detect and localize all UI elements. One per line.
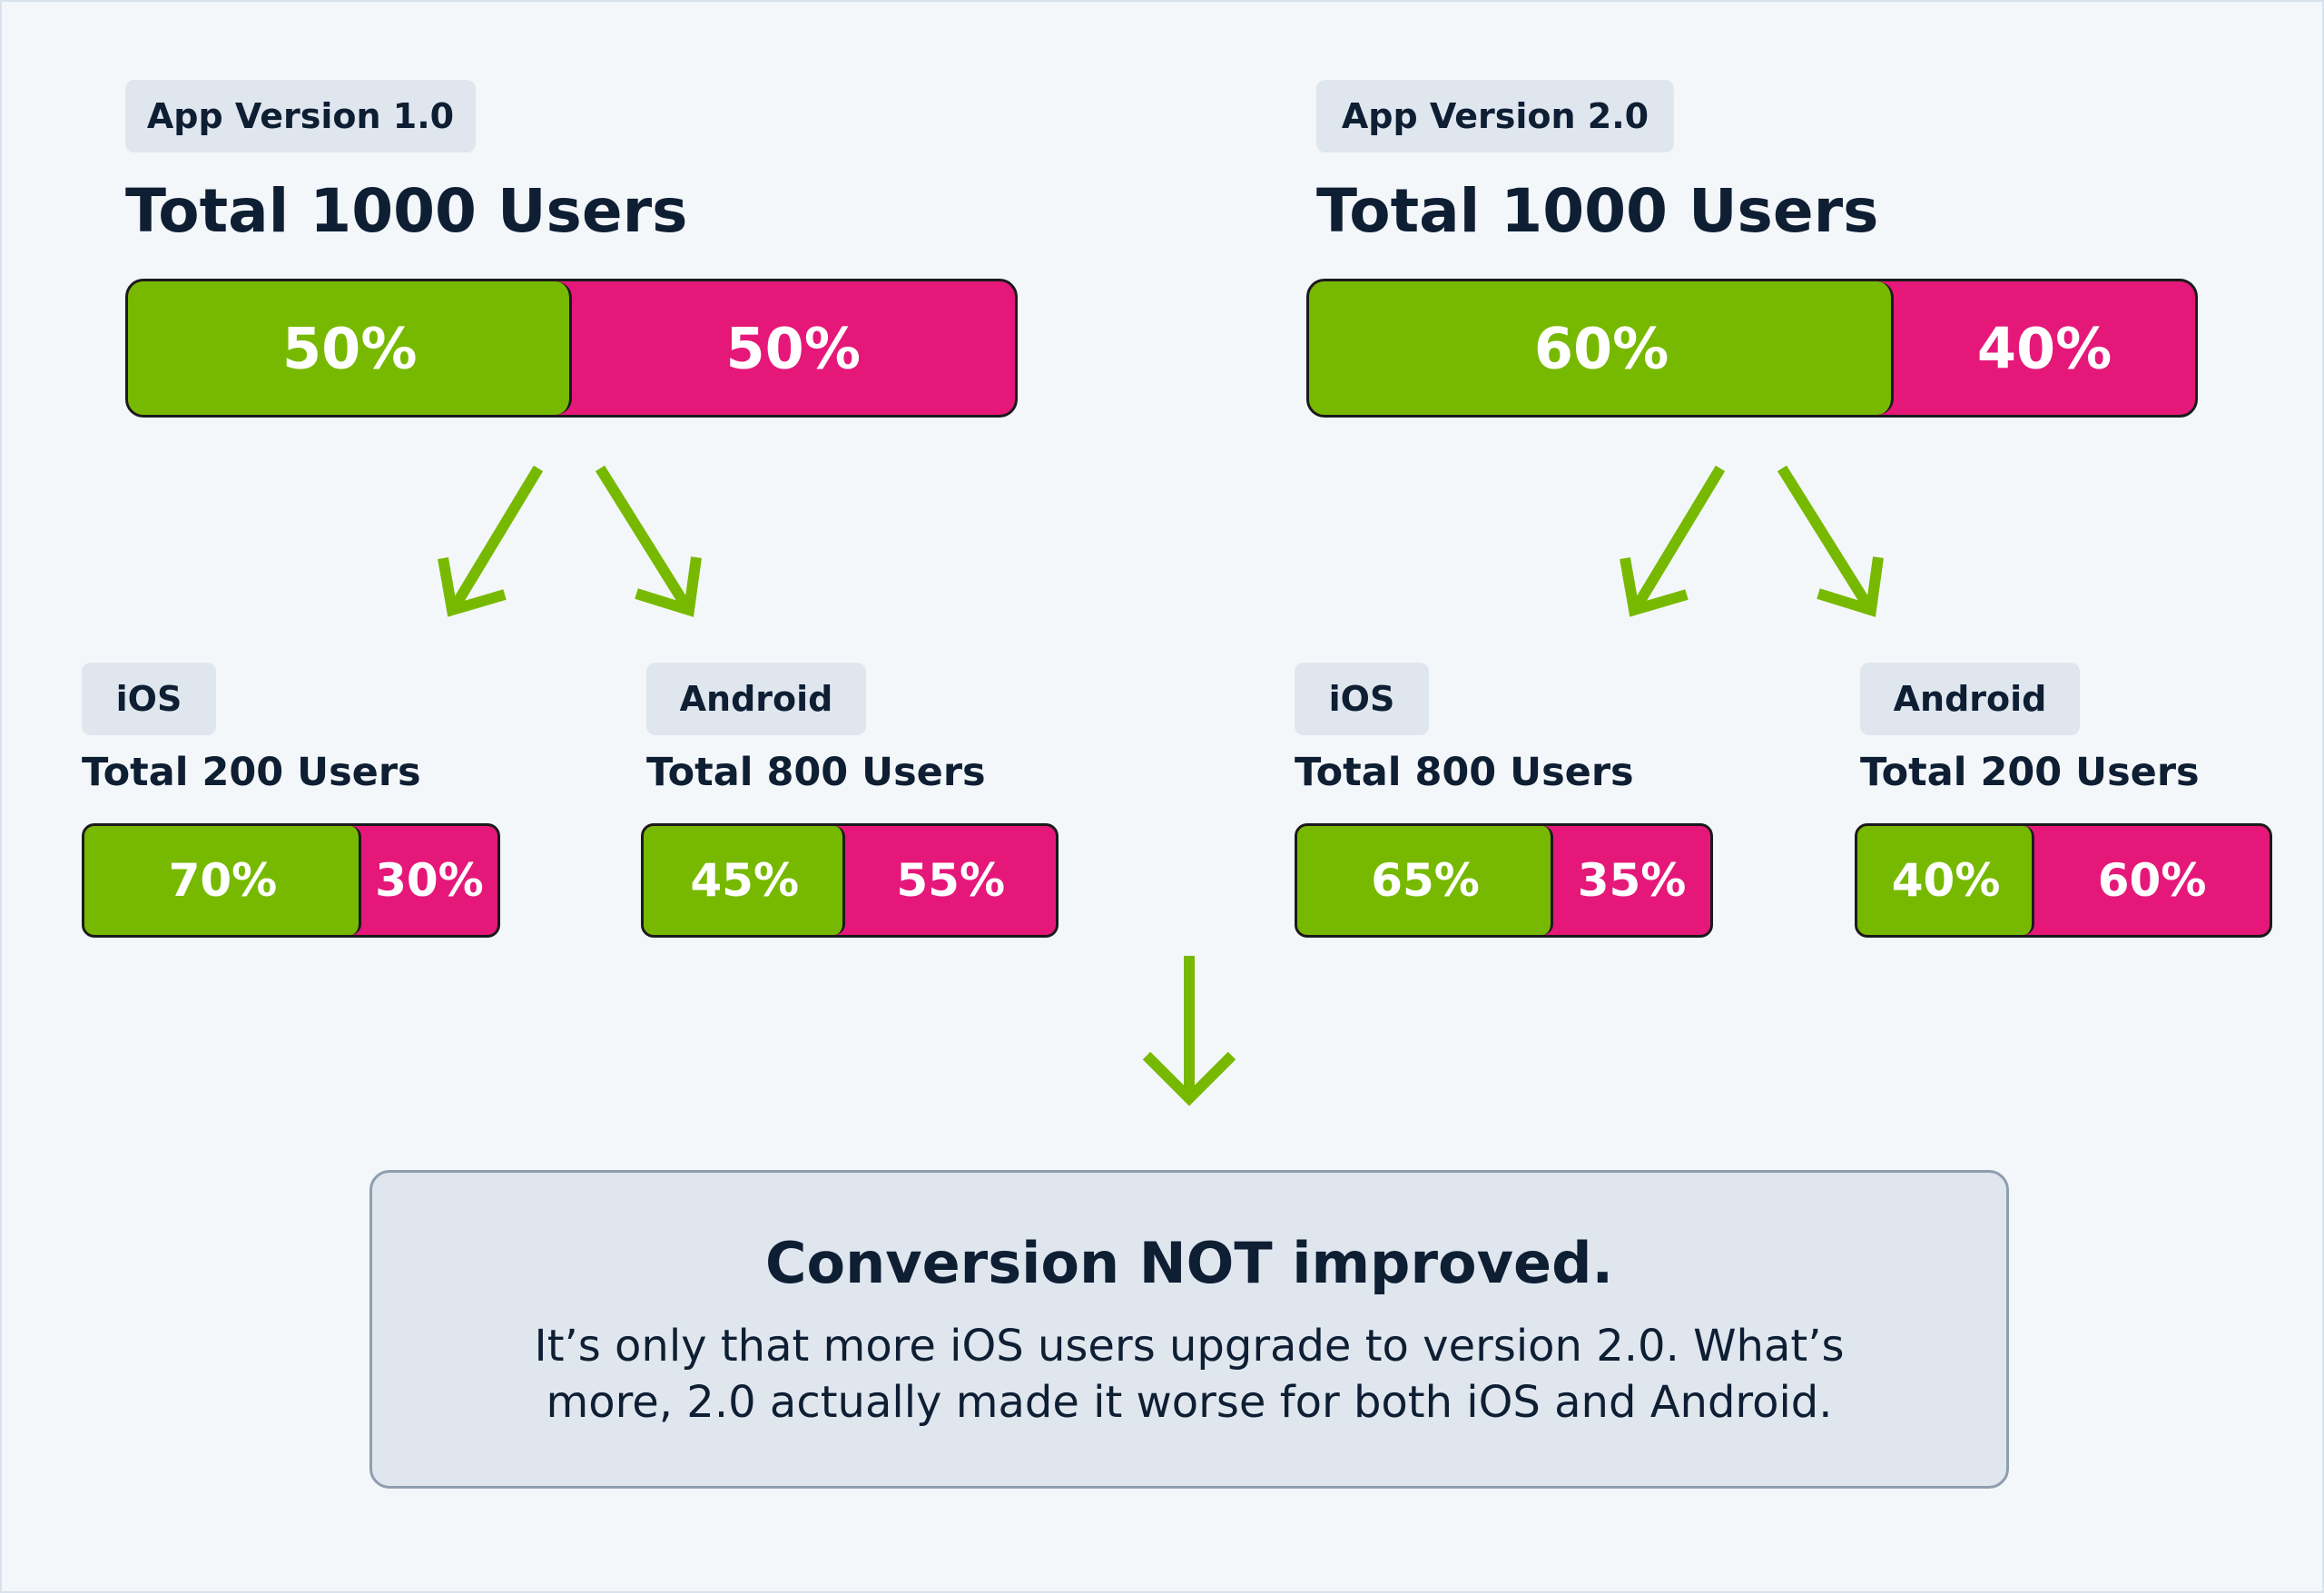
v1-green-label: 50% [282,315,418,381]
v2-android-green-segment [1857,826,2035,935]
arrow-v2-to-android [1777,465,1884,617]
v2-ios-tag: iOS [1295,663,1429,735]
v2-ios-total-users: Total 800 Users [1295,750,1634,795]
v2-total-users: Total 1000 Users [1316,176,1879,246]
v1-ios-pink-label: 30% [375,854,484,907]
arrow-down-to-conclusion [1142,956,1236,1106]
v1-android-tag: Android [646,663,866,735]
v1-pink-label: 50% [725,315,861,381]
v1-green-segment [128,281,572,415]
arrow-v1-to-ios [438,465,544,617]
v2-pink-label: 40% [1976,315,2112,381]
v2-android-tag: Android [1860,663,2080,735]
v2-green-segment [1309,281,1895,415]
arrow-v2-to-ios [1620,465,1726,617]
conclusion-title: Conversion NOT improved. [764,1230,1614,1296]
v2-ios-green-segment [1297,826,1554,935]
conclusion-text: It’s only that more iOS users upgrade to… [534,1321,1845,1428]
v2-android-green-label: 40% [1891,854,2001,907]
v1-ios-green-segment [84,826,361,935]
v1-ios-bar: 70% 30% [82,823,500,938]
v1-total-users: Total 1000 Users [125,176,688,246]
v1-android-green-label: 45% [690,854,800,907]
v1-android-pink-label: 55% [896,854,1006,907]
v2-conversion-bar: 60% 40% [1306,279,2198,418]
v1-ios-total-users: Total 200 Users [82,750,421,795]
v2-android-bar: 40% 60% [1855,823,2272,938]
v1-android-green-segment [644,826,846,935]
v1-conversion-bar: 50% 50% [125,279,1018,418]
v2-version-tag: App Version 2.0 [1316,80,1674,152]
v2-ios-bar: 65% 35% [1295,823,1713,938]
v1-version-tag: App Version 1.0 [125,80,476,152]
v2-green-label: 60% [1533,315,1669,381]
v1-ios-green-label: 70% [168,854,278,907]
conclusion-box: Conversion NOT improved. It’s only that … [369,1170,2009,1489]
v1-android-total-users: Total 800 Users [646,750,986,795]
v2-ios-pink-label: 35% [1577,854,1687,907]
arrow-v1-to-android [595,465,702,617]
v2-ios-green-label: 65% [1371,854,1480,907]
v1-ios-tag: iOS [82,663,216,735]
v1-android-bar: 45% 55% [641,823,1059,938]
v2-android-pink-label: 60% [2097,854,2207,907]
v2-android-total-users: Total 200 Users [1860,750,2200,795]
